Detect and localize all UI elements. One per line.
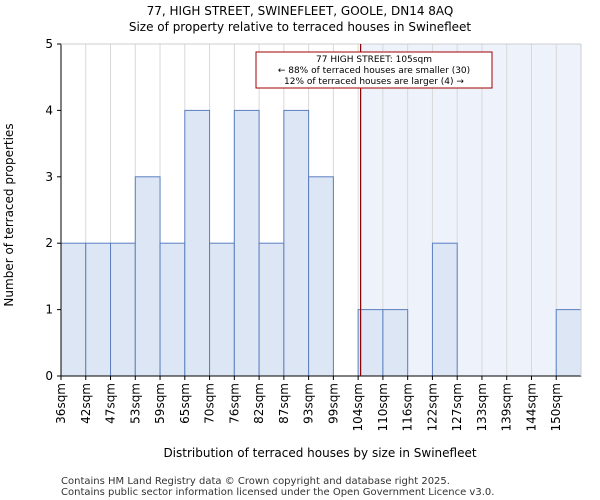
bar-110sqm (382, 309, 409, 377)
footer-line-2: Contains public sector information licen… (61, 487, 494, 498)
bar-42sqm (85, 242, 112, 377)
x-tick-label: 82sqm (252, 383, 266, 424)
x-tick-label: 116sqm (401, 383, 415, 431)
x-tick-label: 70sqm (203, 383, 217, 424)
x-tick-label: 87sqm (277, 383, 291, 424)
y-tick-label: 2 (45, 236, 53, 250)
bar-36sqm (60, 242, 87, 377)
x-tick-label: 42sqm (79, 383, 93, 424)
x-tick-label: 59sqm (153, 383, 167, 424)
x-tick-label: 144sqm (524, 383, 538, 431)
x-tick-label: 53sqm (128, 383, 142, 424)
bar-82sqm (258, 242, 285, 377)
bar-87sqm (283, 109, 310, 377)
x-tick-label: 76sqm (227, 383, 241, 424)
chart-title: 77, HIGH STREET, SWINEFLEET, GOOLE, DN14… (147, 4, 454, 18)
y-tick-label: 1 (45, 303, 53, 317)
x-tick-label: 93sqm (302, 383, 316, 424)
x-tick-label: 104sqm (351, 383, 365, 431)
x-tick-label: 36sqm (54, 383, 68, 424)
chart-subtitle: Size of property relative to terraced ho… (129, 20, 472, 34)
bar-59sqm (159, 242, 186, 377)
y-ticks: 0 1 2 3 4 5 (45, 37, 61, 383)
x-tick-label: 99sqm (326, 383, 340, 424)
y-tick-label: 5 (45, 37, 53, 51)
bar-47sqm (110, 242, 136, 377)
footer-line-1: Contains HM Land Registry data © Crown c… (61, 476, 450, 487)
axes (60, 43, 582, 377)
y-tick-label: 3 (45, 170, 53, 184)
x-tick-label: 150sqm (549, 383, 563, 431)
x-tick-label: 122sqm (425, 383, 439, 431)
x-tick-label: 110sqm (376, 383, 390, 431)
x-tick-label: 139sqm (500, 383, 514, 431)
annotation-frame (255, 51, 493, 89)
annotation-line-2: ← 88% of terraced houses are smaller (30… (278, 66, 470, 76)
bars (60, 109, 582, 377)
y-axis-label: Number of terraced properties (2, 123, 16, 306)
bar-150sqm (555, 309, 582, 377)
y-tick-label: 4 (45, 103, 53, 117)
x-ticks: 36sqm 42sqm 47sqm 53sqm 59sqm 65sqm 70sqm 76sqm… (54, 376, 563, 431)
bar-76sqm (233, 109, 260, 377)
annotation-line-1: 77 HIGH STREET: 105sqm (316, 55, 432, 65)
x-tick-label: 65sqm (178, 383, 192, 424)
annotation-line-3: 12% of terraced houses are larger (4) → (284, 77, 464, 87)
x-tick-label: 47sqm (104, 383, 118, 424)
bar-65sqm (184, 109, 211, 377)
x-tick-label: 133sqm (475, 383, 489, 431)
bar-93sqm (308, 176, 334, 377)
x-tick-label: 127sqm (450, 383, 464, 431)
bar-104sqm (357, 309, 384, 377)
y-tick-label: 0 (45, 369, 53, 383)
bar-122sqm (431, 242, 458, 377)
annotation-box: 77 HIGH STREET: 105sqm ← 88% of terraced… (255, 51, 493, 89)
bar-53sqm (134, 176, 161, 377)
x-axis-label: Distribution of terraced houses by size … (163, 446, 476, 460)
bar-70sqm (209, 242, 235, 377)
